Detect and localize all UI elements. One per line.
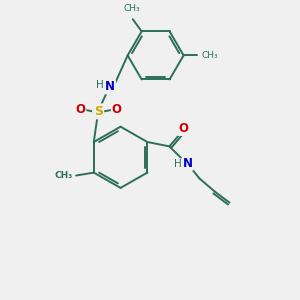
Text: H: H bbox=[96, 80, 104, 90]
Text: CH₃: CH₃ bbox=[201, 51, 218, 60]
Text: O: O bbox=[112, 103, 122, 116]
Text: N: N bbox=[183, 157, 193, 170]
Text: N: N bbox=[105, 80, 115, 93]
Text: H: H bbox=[174, 159, 182, 169]
Text: CH₃: CH₃ bbox=[55, 171, 73, 180]
Text: O: O bbox=[76, 103, 86, 116]
Text: CH₃: CH₃ bbox=[123, 4, 140, 14]
Text: S: S bbox=[94, 105, 103, 118]
Text: O: O bbox=[178, 122, 188, 135]
